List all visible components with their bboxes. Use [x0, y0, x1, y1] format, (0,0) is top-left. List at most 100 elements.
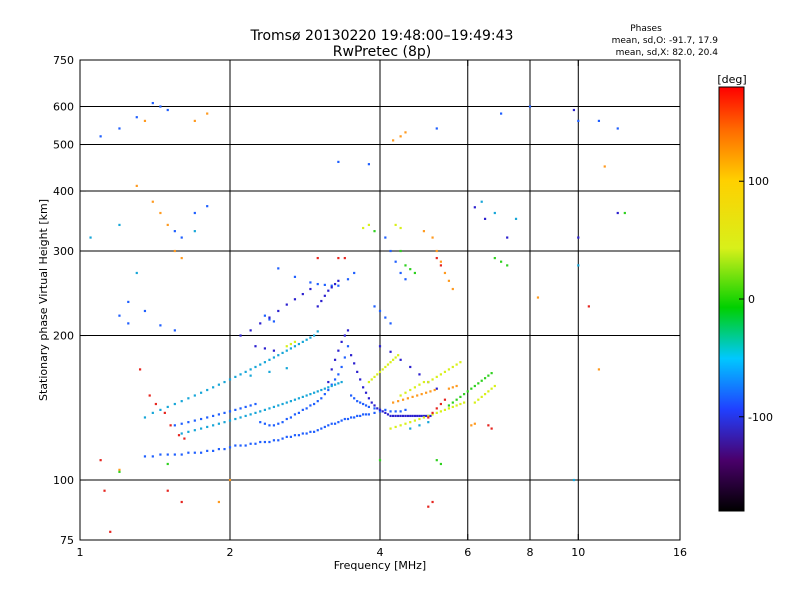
data-point — [313, 334, 316, 337]
data-point — [281, 421, 284, 424]
data-point — [301, 292, 304, 296]
data-point — [277, 404, 280, 407]
data-point — [163, 411, 166, 414]
data-point — [463, 393, 466, 396]
data-point — [373, 375, 376, 379]
data-point — [154, 402, 157, 406]
data-point — [293, 434, 297, 437]
data-point — [487, 424, 490, 427]
data-point — [151, 411, 154, 414]
data-point — [320, 397, 323, 400]
data-point — [249, 374, 252, 377]
data-point — [427, 416, 430, 419]
data-point — [367, 223, 370, 227]
data-point — [259, 363, 262, 366]
data-point — [277, 309, 280, 313]
data-point — [451, 401, 454, 404]
data-point — [427, 380, 430, 384]
data-point — [285, 417, 288, 421]
data-point — [337, 349, 340, 352]
data-point — [337, 279, 340, 282]
data-point — [416, 414, 419, 418]
data-point — [217, 447, 220, 451]
data-point — [397, 414, 400, 418]
data-point — [370, 378, 373, 381]
data-point — [422, 414, 426, 418]
data-point — [370, 401, 373, 404]
data-point — [166, 405, 169, 409]
data-point — [217, 422, 220, 425]
data-point — [473, 384, 476, 388]
data-point — [333, 378, 337, 381]
data-point — [406, 414, 409, 418]
data-point — [353, 416, 356, 419]
data-point — [350, 416, 353, 419]
data-point — [572, 108, 576, 112]
data-point — [239, 407, 242, 410]
data-point — [289, 435, 292, 438]
data-point — [285, 401, 288, 404]
y-tick-label: 200 — [53, 330, 74, 343]
data-point — [263, 440, 266, 444]
data-point — [127, 300, 130, 304]
data-point — [337, 373, 340, 376]
data-point — [376, 373, 379, 376]
data-point — [413, 386, 416, 389]
data-point — [320, 388, 323, 392]
data-point — [346, 417, 350, 421]
data-point — [193, 211, 196, 215]
data-point — [623, 211, 626, 215]
data-point — [439, 402, 442, 406]
data-point — [272, 405, 276, 409]
data-point — [459, 395, 462, 398]
data-point — [166, 108, 169, 112]
data-point — [346, 329, 350, 332]
data-point — [272, 356, 276, 359]
data-point — [455, 384, 458, 388]
data-point — [249, 368, 252, 371]
data-point — [305, 394, 308, 397]
data-point — [362, 413, 365, 416]
data-point — [200, 391, 203, 394]
x-axis-label: Frequency [MHz] — [334, 559, 426, 572]
data-point — [323, 425, 326, 429]
colorbar-ticks: 100 0 -100 — [739, 175, 773, 424]
x-tick-label: 1 — [77, 546, 84, 559]
data-point — [356, 414, 359, 418]
data-point — [420, 393, 423, 396]
data-point — [362, 402, 365, 406]
data-point — [337, 382, 340, 385]
data-point — [399, 424, 402, 427]
data-point — [394, 414, 397, 418]
data-point — [313, 402, 316, 406]
plot-area: 1 2 4 6 8 10 16 75 100 200 300 400 500 600 750 — [53, 54, 687, 559]
data-point — [337, 284, 340, 287]
data-point — [173, 329, 176, 332]
data-point — [254, 365, 257, 369]
data-point — [443, 271, 447, 275]
data-point — [470, 424, 473, 427]
data-point — [413, 419, 416, 422]
data-point — [386, 413, 390, 416]
data-point — [89, 236, 92, 239]
data-point — [429, 414, 432, 418]
data-point — [263, 361, 266, 364]
data-point — [378, 410, 382, 413]
data-point — [413, 271, 416, 275]
data-point — [367, 163, 370, 166]
data-point — [378, 309, 382, 313]
data-point — [392, 414, 395, 418]
data-point — [422, 416, 426, 419]
data-point — [333, 383, 337, 386]
data-point — [212, 414, 215, 418]
data-point — [597, 119, 601, 122]
data-point — [200, 451, 203, 454]
data-point — [103, 489, 106, 492]
data-point — [359, 378, 362, 381]
data-point — [480, 379, 483, 382]
data-point — [212, 424, 215, 427]
data-point — [272, 320, 276, 323]
data-point — [259, 421, 262, 424]
data-point — [309, 430, 312, 433]
data-point — [367, 405, 370, 409]
